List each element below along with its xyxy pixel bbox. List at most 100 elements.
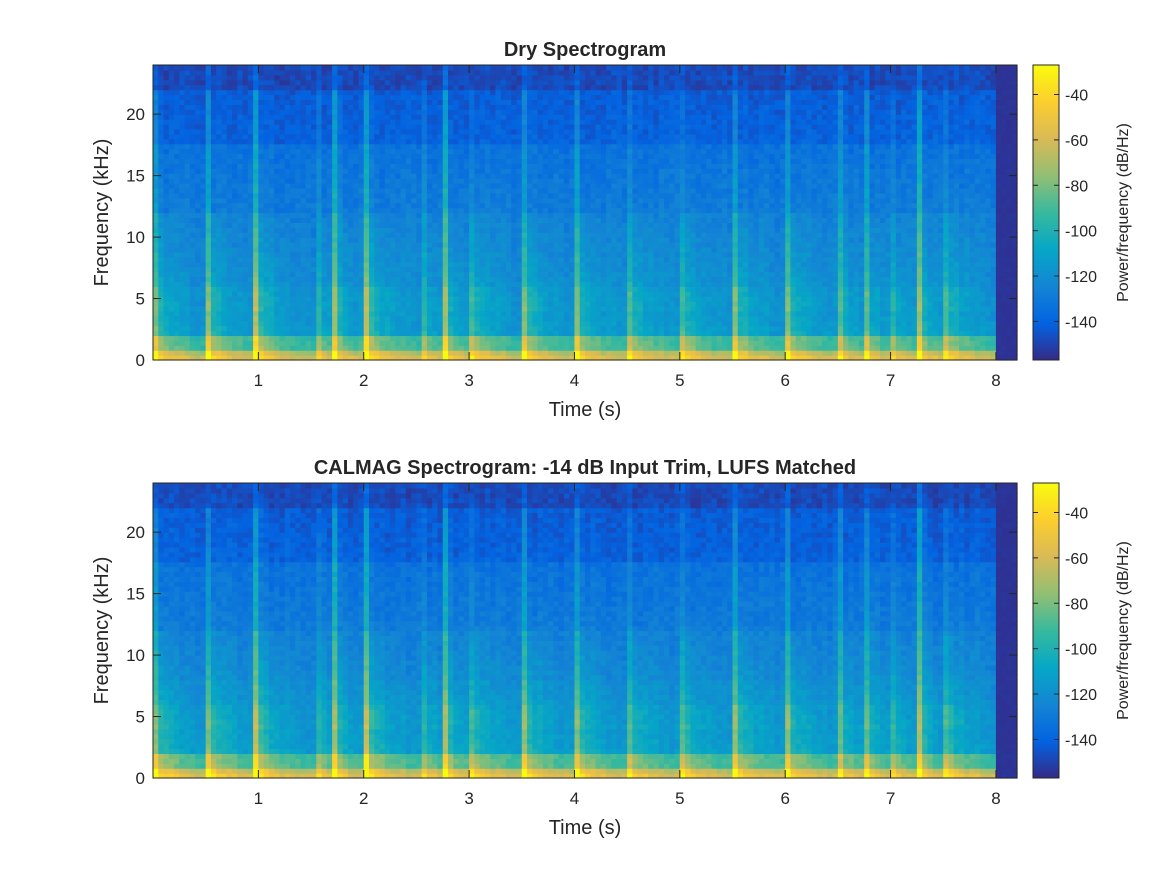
heatmap-cell (411, 187, 418, 194)
heatmap-cell (358, 148, 365, 155)
heatmap-cell (295, 168, 302, 174)
heatmap-cell (585, 256, 591, 263)
heatmap-cell (405, 222, 412, 228)
heatmap-cell (448, 69, 454, 76)
heatmap-cell (337, 296, 344, 302)
heatmap-cell (289, 79, 296, 86)
heatmap-cell (495, 296, 502, 302)
heatmap-cell (369, 197, 375, 204)
heatmap-cell (253, 148, 259, 155)
heatmap-cell (263, 109, 270, 115)
heatmap-cell (226, 237, 233, 243)
heatmap-cell (390, 197, 396, 204)
heatmap-cell (500, 79, 507, 86)
heatmap-cell (326, 202, 333, 209)
heatmap-cell (168, 207, 175, 214)
heatmap-cell (390, 89, 396, 96)
heatmap-cell (563, 79, 570, 86)
heatmap-cell (363, 138, 370, 145)
heatmap-cell (342, 114, 349, 120)
heatmap-cell (421, 74, 428, 81)
heatmap-cell (274, 296, 281, 302)
heatmap-cell (158, 74, 165, 81)
heatmap-cell (521, 320, 528, 327)
heatmap-cell (289, 128, 296, 135)
heatmap-cell (342, 104, 349, 110)
heatmap-cell (305, 148, 312, 155)
heatmap-cell (395, 296, 402, 302)
heatmap-cell (268, 276, 275, 282)
heatmap-cell (374, 266, 381, 273)
heatmap-cell (158, 281, 165, 287)
heatmap-cell (232, 124, 238, 130)
heatmap-cell (242, 251, 249, 258)
heatmap-cell (484, 350, 491, 356)
heatmap-cell (426, 109, 433, 115)
heatmap-cell (321, 286, 328, 292)
heatmap-cell (395, 74, 402, 81)
heatmap-cell (469, 143, 475, 150)
heatmap-cell (347, 143, 354, 150)
heatmap-cell (258, 114, 265, 120)
heatmap-cell (358, 89, 365, 96)
heatmap-cell (490, 133, 497, 140)
heatmap-cell (474, 276, 481, 282)
heatmap-cell (537, 79, 544, 86)
heatmap-cell (390, 192, 396, 199)
heatmap-cell (521, 242, 528, 248)
heatmap-cell (395, 158, 402, 164)
heatmap-cell (226, 192, 233, 199)
heatmap-cell (474, 315, 481, 322)
heatmap-cell (289, 143, 296, 150)
heatmap-cell (574, 222, 581, 228)
heatmap-cell (216, 246, 223, 253)
heatmap-cell (263, 65, 270, 71)
heatmap-cell (548, 207, 554, 214)
heatmap-cell (268, 261, 275, 268)
heatmap-cell (284, 355, 291, 361)
heatmap-cell (189, 138, 196, 145)
heatmap-cell (432, 183, 439, 189)
heatmap-cell (500, 246, 507, 253)
heatmap-cell (179, 227, 186, 233)
heatmap-cell (163, 89, 170, 96)
heatmap-cell (311, 276, 317, 282)
heatmap-cell (527, 286, 533, 292)
heatmap-cell (221, 119, 228, 125)
heatmap-cell (442, 261, 449, 268)
heatmap-cell (400, 246, 407, 253)
heatmap-cell (342, 350, 349, 356)
heatmap-cell (347, 153, 354, 160)
heatmap-cell (374, 94, 381, 101)
heatmap-cell (484, 94, 491, 101)
heatmap-cell (358, 276, 365, 282)
heatmap-cell (210, 212, 217, 219)
heatmap-cell (189, 281, 196, 287)
heatmap-cell (332, 99, 338, 105)
heatmap-cell (469, 266, 475, 273)
heatmap-cell (374, 335, 381, 341)
heatmap-cell (469, 350, 475, 356)
heatmap-cell (295, 320, 302, 327)
heatmap-cell (384, 237, 391, 243)
heatmap-cell (305, 119, 312, 125)
heatmap-cell (395, 355, 402, 361)
heatmap-cell (558, 246, 565, 253)
heatmap-cell (432, 163, 439, 169)
heatmap-cell (305, 217, 312, 223)
heatmap-cell (579, 124, 586, 130)
heatmap-cell (395, 291, 402, 297)
heatmap-cell (569, 79, 576, 86)
heatmap-cell (174, 281, 180, 287)
heatmap-cell (174, 124, 180, 130)
heatmap-cell (179, 261, 186, 268)
heatmap-cell (537, 158, 544, 164)
heatmap-cell (558, 266, 565, 273)
heatmap-cell (411, 232, 418, 238)
heatmap-cell (411, 325, 418, 332)
heatmap-cell (479, 202, 486, 209)
heatmap-cell (358, 325, 365, 332)
heatmap-cell (405, 119, 412, 125)
heatmap-cell (258, 266, 265, 273)
heatmap-cell (553, 183, 560, 189)
